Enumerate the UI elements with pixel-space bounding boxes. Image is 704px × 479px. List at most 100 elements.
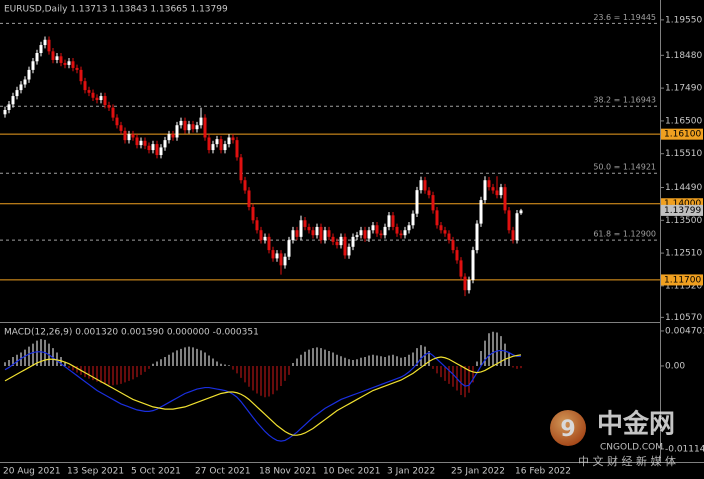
candle-body [255,220,259,231]
level-tag [661,128,703,140]
signal-line [4,354,522,436]
candle-body [271,250,275,259]
candle-body [503,187,507,211]
candle-body [427,190,431,196]
candle-body [379,233,383,236]
level-tag-label: 1.16100 [664,130,701,140]
x-tick-label: 27 Oct 2021 [195,467,251,477]
candle-body [435,210,439,226]
y-tick-label: -0.011143 [665,444,704,454]
candle-body [119,125,123,131]
candle-body [359,230,363,236]
fib-label: 61.8 = 1.12900 [593,230,656,239]
candle-body [183,120,187,131]
y-tick-label: 1.18480 [665,51,702,61]
candle-body [47,39,51,52]
candle-body [311,230,315,236]
candle-body [135,137,139,146]
candle-body [287,240,291,257]
candle-body [131,134,135,138]
candle-body [31,61,35,70]
candle-body [151,144,155,151]
candle-body [383,226,387,236]
candle-body [67,61,71,65]
price-tag-label: 1.13799 [664,206,701,216]
candle-body [87,90,91,93]
candle-body [443,230,447,234]
price-tag [661,204,703,216]
candle-body [83,81,87,91]
x-tick-label: 20 Aug 2021 [3,467,61,477]
candle-body [291,230,295,241]
candle-body [11,96,15,105]
candle-body [175,125,179,138]
candle-body [511,230,515,241]
fib-label: 50.0 = 1.14921 [593,163,656,172]
candle-body [463,276,467,291]
y-tick-label: 1.17490 [665,84,702,94]
candle-body [143,140,147,146]
candle-body [303,220,307,227]
candle-body [43,39,47,46]
candle-body [103,96,107,106]
indicator-title: MACD(12,26,9) 0.001320 0.001590 0.000000… [4,328,259,338]
watermark-brand: 中金网 [597,409,675,440]
candle-body [91,92,95,98]
candle-body [283,256,287,266]
candle-body [23,79,27,85]
candle-body [327,230,331,237]
candle-body [471,250,475,280]
y-tick-label: 1.16500 [665,116,702,126]
x-tick-label: 13 Sep 2021 [67,467,124,477]
candle-body [451,240,455,251]
candle-body [331,236,335,242]
candle-body [367,230,371,239]
candle-body [59,56,63,63]
candle-body [231,137,235,141]
candle-body [115,117,119,126]
x-tick-label: 10 Dec 2021 [323,467,381,477]
candle-body [423,180,427,191]
candle-body [499,187,503,196]
candle-body [195,125,199,130]
candle-body [403,230,407,236]
candle-body [215,139,219,145]
candle-body [339,236,343,246]
watermark: 9 中金网 CNGOLD.COM 中 文 财 经 新 媒 体 [550,409,676,468]
candle-body [167,134,171,141]
candle-body [455,250,459,261]
candle-body [171,134,175,138]
candle-body [239,157,243,181]
y-tick-label: 1.10570 [665,313,702,323]
candle-body [275,253,279,259]
candle-body [323,230,327,241]
candle-body [479,200,483,224]
candle-body [27,69,31,80]
candle-body [447,233,451,241]
candle-body [419,180,423,191]
candle-body [211,144,215,151]
candle-body [355,235,359,237]
candle-body [203,117,207,138]
candle-body [55,56,59,60]
candle-body [127,134,131,141]
candle-body [307,226,311,231]
candle-body [371,225,375,231]
candle-body [259,230,263,241]
x-tick-label: 3 Jan 2022 [387,467,435,477]
level-tag-label: 1.11700 [664,275,701,285]
x-tick-label: 5 Oct 2021 [131,467,181,477]
y-tick-label: 0.00 [665,361,685,371]
candle-body [495,190,499,196]
level-tag-label: 1.14000 [664,199,701,209]
y-tick-label: 1.14490 [665,183,702,193]
watermark-domain: CNGOLD.COM [600,443,663,453]
candle-body [207,137,211,151]
candle-body [235,140,239,158]
candle-body [347,246,351,256]
watermark-slogan: 中 文 财 经 新 媒 体 [578,454,676,468]
macd-line [4,349,521,442]
candle-body [431,195,435,211]
candle-body [247,190,251,208]
